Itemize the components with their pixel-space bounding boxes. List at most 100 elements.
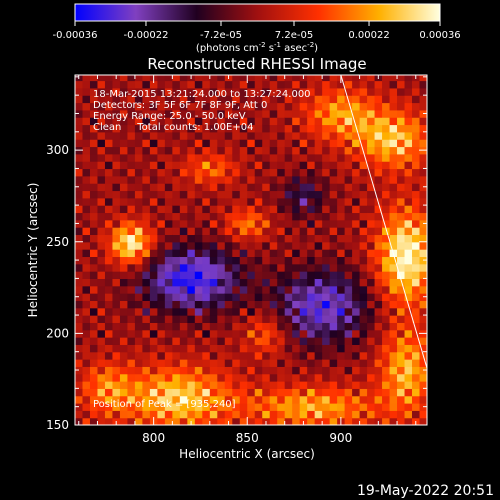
heatmap-cell <box>352 212 361 221</box>
heatmap-cell <box>202 168 211 177</box>
heatmap-cell <box>75 307 84 316</box>
heatmap-cell <box>97 124 106 133</box>
heatmap-cell <box>82 315 91 323</box>
heatmap-cell <box>172 410 181 419</box>
heatmap-cell <box>389 131 398 140</box>
heatmap-cell <box>412 139 421 148</box>
heatmap-cell <box>194 256 203 265</box>
heatmap-cell <box>262 183 271 192</box>
heatmap-cell <box>352 293 361 301</box>
heatmap-cell <box>149 190 158 199</box>
heatmap-cell <box>329 285 338 294</box>
heatmap-cell <box>194 234 203 243</box>
heatmap-cell <box>157 95 166 104</box>
heatmap-cell <box>112 351 121 360</box>
heatmap-cell <box>307 139 316 148</box>
heatmap-cell <box>254 117 263 126</box>
heatmap-cell <box>359 417 368 425</box>
heatmap-cell <box>262 373 271 382</box>
heatmap-cell <box>112 234 121 243</box>
heatmap-cell <box>104 124 114 133</box>
heatmap-cell <box>232 131 241 140</box>
heatmap-cell <box>202 395 211 404</box>
heatmap-cell <box>329 95 338 104</box>
heatmap-cell <box>112 395 121 404</box>
heatmap-cell <box>284 205 293 214</box>
heatmap-cell <box>367 109 376 118</box>
heatmap-cell <box>142 307 151 316</box>
heatmap-cell <box>224 168 233 177</box>
heatmap-cell <box>164 146 173 155</box>
heatmap-cell <box>134 219 143 228</box>
heatmap-cell <box>232 153 241 162</box>
heatmap-cell <box>209 366 218 375</box>
heatmap-cell <box>397 146 406 155</box>
heatmap-cell <box>179 234 188 243</box>
heatmap-cell <box>142 241 151 250</box>
heatmap-cell <box>269 300 278 309</box>
heatmap-cell <box>367 388 376 397</box>
heatmap-cell <box>172 190 181 199</box>
heatmap-cell <box>179 146 188 155</box>
heatmap-cell <box>359 315 368 323</box>
heatmap-cell <box>412 322 421 331</box>
heatmap-cell <box>179 241 188 250</box>
heatmap-cell <box>322 256 331 265</box>
heatmap-cell <box>254 366 263 375</box>
heatmap-cell <box>172 212 181 221</box>
heatmap-cell <box>307 366 316 375</box>
heatmap-cell <box>389 417 398 425</box>
heatmap-cell <box>217 146 226 155</box>
heatmap-cell <box>172 388 181 397</box>
heatmap-cell <box>412 227 421 236</box>
heatmap-cell <box>232 285 241 294</box>
heatmap-cell <box>404 146 413 155</box>
heatmap-cell <box>254 249 263 258</box>
heatmap-cell <box>179 205 188 214</box>
heatmap-cell <box>187 351 196 360</box>
heatmap-cell <box>112 373 121 382</box>
heatmap-cell <box>112 271 121 279</box>
heatmap-cell <box>262 117 271 126</box>
heatmap-cell <box>374 381 383 389</box>
heatmap-cell <box>112 278 121 287</box>
heatmap-cell <box>314 359 323 367</box>
heatmap-cell <box>352 373 361 382</box>
heatmap-cell <box>149 351 158 360</box>
heatmap-cell <box>194 139 203 148</box>
heatmap-cell <box>209 190 218 199</box>
heatmap-cell <box>75 109 84 118</box>
heatmap-cell <box>149 329 158 338</box>
heatmap-cell <box>239 278 248 287</box>
heatmap-cell <box>374 263 383 272</box>
heatmap-cell <box>104 373 114 382</box>
heatmap-cell <box>112 285 121 294</box>
heatmap-cell <box>164 80 173 89</box>
heatmap-cell <box>337 241 346 250</box>
heatmap-cell <box>134 175 143 184</box>
heatmap-cell <box>292 388 301 397</box>
heatmap-cell <box>269 337 278 345</box>
heatmap-cell <box>374 278 383 287</box>
heatmap-cell <box>314 381 323 389</box>
heatmap-cell <box>217 351 226 360</box>
heatmap-cell <box>322 109 331 118</box>
heatmap-cell <box>419 212 427 221</box>
heatmap-cell <box>404 117 413 126</box>
heatmap-cell <box>292 344 301 353</box>
heatmap-cell <box>374 388 383 397</box>
heatmap-cell <box>382 197 391 206</box>
heatmap-cell <box>382 256 391 265</box>
heatmap-cell <box>194 307 203 316</box>
heatmap-cell <box>367 322 376 331</box>
heatmap-cell <box>412 234 421 243</box>
heatmap-cell <box>254 146 263 155</box>
heatmap-cell <box>194 146 203 155</box>
heatmap-cell <box>97 300 106 309</box>
heatmap-cell <box>89 271 99 279</box>
heatmap-cell <box>329 87 338 96</box>
heatmap-cell <box>112 146 121 155</box>
heatmap-cell <box>127 403 136 411</box>
heatmap-cell <box>239 75 248 82</box>
heatmap-cell <box>209 329 218 338</box>
